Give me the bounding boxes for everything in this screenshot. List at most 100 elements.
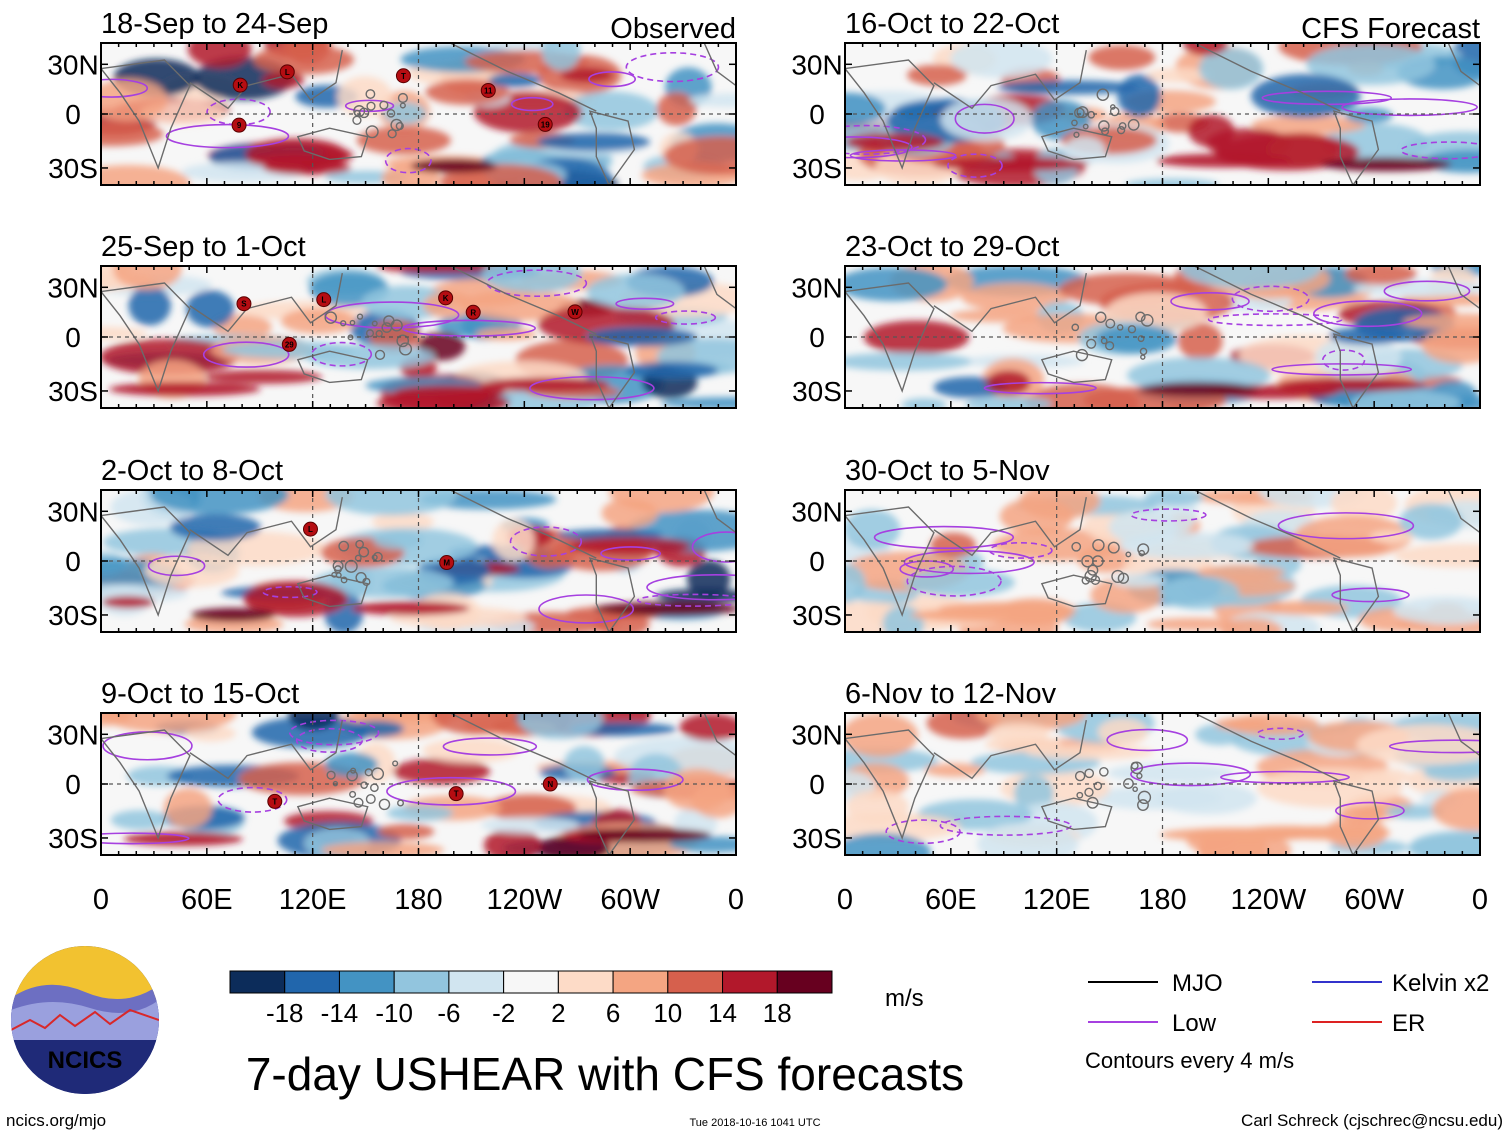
low-contour <box>1231 285 1310 313</box>
colorbar-tick-label: 18 <box>763 998 792 1028</box>
storm-marker: 19 <box>537 116 553 132</box>
low-contour <box>1271 363 1413 376</box>
storm-label: W <box>571 308 579 317</box>
low-contour <box>691 531 736 563</box>
panel-7: 30N 0 30S 30-Oct to 5-Nov <box>791 455 1481 633</box>
low-contour <box>101 832 190 845</box>
lat-tick-label: 30N <box>791 496 842 527</box>
colorbar-swatch <box>776 970 833 994</box>
low-contour <box>288 719 380 746</box>
lon-tick-label: 0 <box>837 884 853 916</box>
coastlines <box>101 43 736 185</box>
lat-tick-label: 30S <box>792 376 842 407</box>
shear-field <box>845 43 1480 185</box>
panel-6: 30N 0 30S 23-Oct to 29-Oct <box>791 231 1481 409</box>
storm-label: T <box>401 72 406 81</box>
colorbar-swatch <box>229 970 286 994</box>
lon-tick-label: 0 <box>728 884 744 916</box>
low-contour <box>101 78 149 98</box>
shear-field <box>845 713 1480 855</box>
low-contour <box>600 546 662 561</box>
low-contour <box>845 136 913 159</box>
colorbar-swatch <box>612 970 669 994</box>
observed-label: Observed <box>610 13 736 45</box>
lat-tick-label: 0 <box>809 99 825 130</box>
lon-tick-label: 60E <box>925 884 977 916</box>
storm-marker: L <box>302 521 318 537</box>
low-contour <box>1331 587 1410 603</box>
lon-tick-label: 120E <box>1023 884 1091 916</box>
lon-tick-label: 120W <box>1230 884 1306 916</box>
shear-field <box>101 266 736 408</box>
panel-ticks <box>100 490 737 632</box>
storm-marker: K <box>232 77 248 93</box>
low-contour <box>615 297 675 310</box>
storm-marker: 11 <box>480 82 496 98</box>
low-contour <box>1341 98 1478 117</box>
low-contour <box>939 815 1072 836</box>
colorbar-swatch <box>338 970 395 994</box>
lat-tick-label: 30S <box>792 600 842 631</box>
storm-label: N <box>547 780 553 789</box>
low-contour <box>646 574 736 601</box>
low-contour <box>1388 739 1480 754</box>
lat-tick-label: 0 <box>65 99 81 130</box>
storm-label: L <box>308 525 313 534</box>
storm-marker: N <box>542 776 558 792</box>
low-contour <box>486 269 588 298</box>
low-contour <box>873 525 1015 550</box>
low-contour <box>636 593 736 607</box>
storm-marker: S <box>236 296 252 312</box>
low-contour <box>384 147 432 174</box>
storm-label: K <box>443 294 449 303</box>
panel-date-label: 18-Sep to 24-Sep <box>101 8 328 40</box>
legend-note: Contours every 4 m/s <box>1085 1048 1294 1073</box>
lat-tick-label: 30N <box>791 719 842 750</box>
coastlines <box>101 266 736 408</box>
colorbar-tick-label: -10 <box>375 998 413 1028</box>
low-contour <box>845 124 927 156</box>
low-contour <box>344 99 395 113</box>
low-contour <box>1170 292 1250 311</box>
panel-date-label: 23-Oct to 29-Oct <box>845 231 1059 263</box>
colorbar: -18 -14 -10 -6 -2 2 6 10 14 18 <box>229 970 833 1028</box>
storm-marker: L <box>316 292 332 308</box>
colorbar-swatch <box>557 970 614 994</box>
lat-tick-label: 30S <box>48 153 98 184</box>
colorbar-swatch <box>393 970 450 994</box>
lat-tick-label: 0 <box>65 769 81 800</box>
lon-tick-label: 60W <box>600 884 660 916</box>
storm-marker: T <box>267 793 283 809</box>
low-contour <box>509 526 583 557</box>
colorbar-swatch <box>667 970 724 994</box>
panel-ticks <box>100 713 737 855</box>
storm-label: R <box>470 308 476 317</box>
colorbar-tick-label: -14 <box>321 998 359 1028</box>
coastlines <box>845 266 1480 408</box>
panel-date-label: 6-Nov to 12-Nov <box>845 678 1057 710</box>
shear-field <box>845 266 1480 408</box>
colorbar-swatch <box>503 970 559 994</box>
legend-label-er: ER <box>1392 1010 1425 1037</box>
shear-field <box>101 713 736 855</box>
lat-tick-label: 30N <box>47 496 98 527</box>
low-contour <box>1322 349 1366 371</box>
website-link[interactable]: ncics.org/mjo <box>6 1111 106 1130</box>
storm-label: 9 <box>237 121 242 130</box>
panel-3: L M 30N 0 30S 2-Oct to 8-Oct <box>47 455 737 633</box>
low-contour <box>1207 313 1343 327</box>
timestamp: Tue 2018-10-16 1041 UTC <box>689 1117 820 1129</box>
low-contour <box>983 381 1097 395</box>
storm-marker: T <box>395 68 411 84</box>
colorbar-tick-label: -18 <box>266 998 304 1028</box>
low-contour <box>442 737 538 756</box>
low-contour <box>262 585 318 599</box>
lon-tick-label: 180 <box>394 884 442 916</box>
low-contour <box>217 786 288 813</box>
lon-tick-label: 0 <box>93 884 109 916</box>
low-contour <box>206 98 271 126</box>
low-contour <box>202 341 290 368</box>
low-contour <box>588 71 636 88</box>
colorbar-tick-label: 10 <box>653 998 682 1028</box>
lon-tick-label: 180 <box>1138 884 1186 916</box>
